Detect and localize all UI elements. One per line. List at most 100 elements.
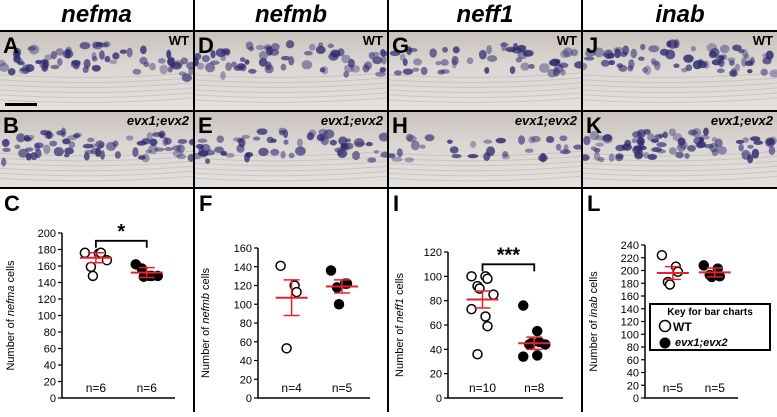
y-tick-label: 160 (38, 261, 56, 273)
data-point (466, 303, 477, 315)
data-point (540, 339, 551, 350)
n-label: n=4 (281, 381, 302, 395)
in-situ-image (583, 32, 777, 110)
data-point (472, 348, 483, 360)
y-tick-label: 160 (621, 291, 639, 303)
data-point (532, 325, 543, 337)
column-divider (581, 0, 583, 412)
y-tick-label: 100 (38, 311, 56, 323)
key-symbols (658, 319, 672, 349)
in-situ-image (195, 112, 387, 187)
y-axis-label: Number of inab cells (588, 271, 600, 372)
y-tick-label: 40 (430, 344, 442, 356)
gene-title-nefmb: nefmb (255, 1, 327, 28)
gene-title-nefma: nefma (61, 1, 132, 28)
panel-label: B (3, 113, 19, 138)
n-label: n=6 (137, 381, 158, 395)
data-point (275, 260, 286, 272)
axis-lines (447, 252, 563, 399)
data-point (656, 249, 668, 261)
chart-svg: F 0 20 40 60 80 100 120 140 160 Number of nefmb ce… (199, 191, 370, 405)
key-filled-circle-icon (659, 337, 671, 349)
y-tick-label: 20 (44, 377, 56, 389)
key-mutant-label: evx1;evx2 (675, 337, 728, 349)
significance-bracket (481, 263, 536, 272)
y-tick-label: 20 (627, 380, 639, 392)
in-situ-image (0, 32, 193, 110)
chart-nefmb: F 0 20 40 60 80 100 120 140 160 Number of nefmb ce… (195, 189, 387, 412)
column-divider (387, 0, 389, 412)
in-situ-image (195, 32, 387, 110)
y-tick-label: 180 (621, 278, 639, 290)
y-tick-label: 100 (234, 299, 252, 311)
n-label: n=5 (705, 381, 726, 395)
gene-title-inab: inab (655, 1, 705, 28)
panel-label: E (198, 113, 213, 138)
y-tick-label: 0 (633, 393, 639, 405)
chart-svg: I 0 20 40 60 80 100 120 Number of neff1 cells n=1… (393, 191, 563, 405)
data-point (672, 266, 684, 278)
data-point (518, 300, 529, 311)
data-point (85, 261, 97, 273)
data-point (325, 265, 337, 276)
data-point (87, 270, 99, 282)
n-label: n=10 (469, 381, 496, 395)
genotype-label: evx1;evx2 (320, 113, 383, 128)
panel-label: H (392, 113, 408, 138)
y-tick-label: 40 (240, 356, 252, 368)
genotype-label: WT (168, 33, 189, 48)
genotype-label: evx1;evx2 (126, 113, 189, 128)
panel-label: K (586, 113, 602, 138)
in-situ-image (583, 112, 777, 187)
scale-bar (5, 103, 37, 106)
y-tick-label: 20 (430, 369, 442, 381)
n-label: n=5 (663, 381, 684, 395)
panel-label: G (392, 33, 410, 58)
y-tick-label: 200 (38, 228, 56, 240)
y-axis-label: Number of nefmb cells (200, 267, 212, 378)
genotype-label: evx1;evx2 (514, 113, 577, 128)
chart-key-box: Key for bar charts WT evx1;evx2 (649, 303, 771, 351)
n-label: n=6 (86, 381, 107, 395)
panel-label: A (3, 33, 19, 58)
gene-title-neff1: neff1 (456, 1, 514, 28)
in-situ-image (0, 112, 193, 187)
data-point (291, 286, 302, 298)
y-tick-label: 40 (44, 360, 56, 372)
genotype-label: WT (362, 33, 383, 48)
y-tick-label: 80 (240, 318, 252, 330)
in-situ-image (389, 112, 581, 187)
panel-label: D (198, 33, 214, 58)
data-point (532, 350, 543, 361)
panel-label: J (586, 33, 599, 58)
y-tick-label: 100 (621, 329, 639, 341)
y-tick-label: 120 (621, 317, 639, 329)
data-point (333, 299, 345, 310)
data-point (480, 311, 491, 322)
axis-lines (61, 233, 175, 399)
key-open-circle-icon (658, 319, 672, 333)
axis-lines (257, 248, 370, 399)
chart-svg: C 0 20 40 60 80 100 120 140 160 180 200 Number of ne… (4, 191, 175, 405)
y-tick-label: 120 (234, 281, 252, 293)
data-point (664, 279, 676, 290)
key-title: Key for bar charts (667, 307, 753, 318)
y-tick-label: 0 (246, 393, 252, 405)
n-label: n=8 (524, 381, 545, 395)
y-tick-label: 120 (424, 247, 442, 259)
panel-label: C (4, 191, 20, 216)
chart-nefma: C 0 20 40 60 80 100 120 140 160 180 200 Number of ne… (0, 189, 193, 412)
y-tick-label: 40 (627, 368, 639, 380)
y-tick-label: 60 (430, 320, 442, 332)
in-situ-image (389, 32, 581, 110)
panel-label: F (199, 191, 212, 216)
row-divider (0, 187, 777, 189)
y-tick-label: 80 (627, 342, 639, 354)
row-divider (0, 30, 777, 32)
genotype-label: WT (556, 33, 577, 48)
genotype-label: evx1;evx2 (710, 113, 773, 128)
key-wt-label: WT (673, 320, 692, 334)
n-label: n=5 (332, 381, 353, 395)
data-point (466, 271, 477, 282)
